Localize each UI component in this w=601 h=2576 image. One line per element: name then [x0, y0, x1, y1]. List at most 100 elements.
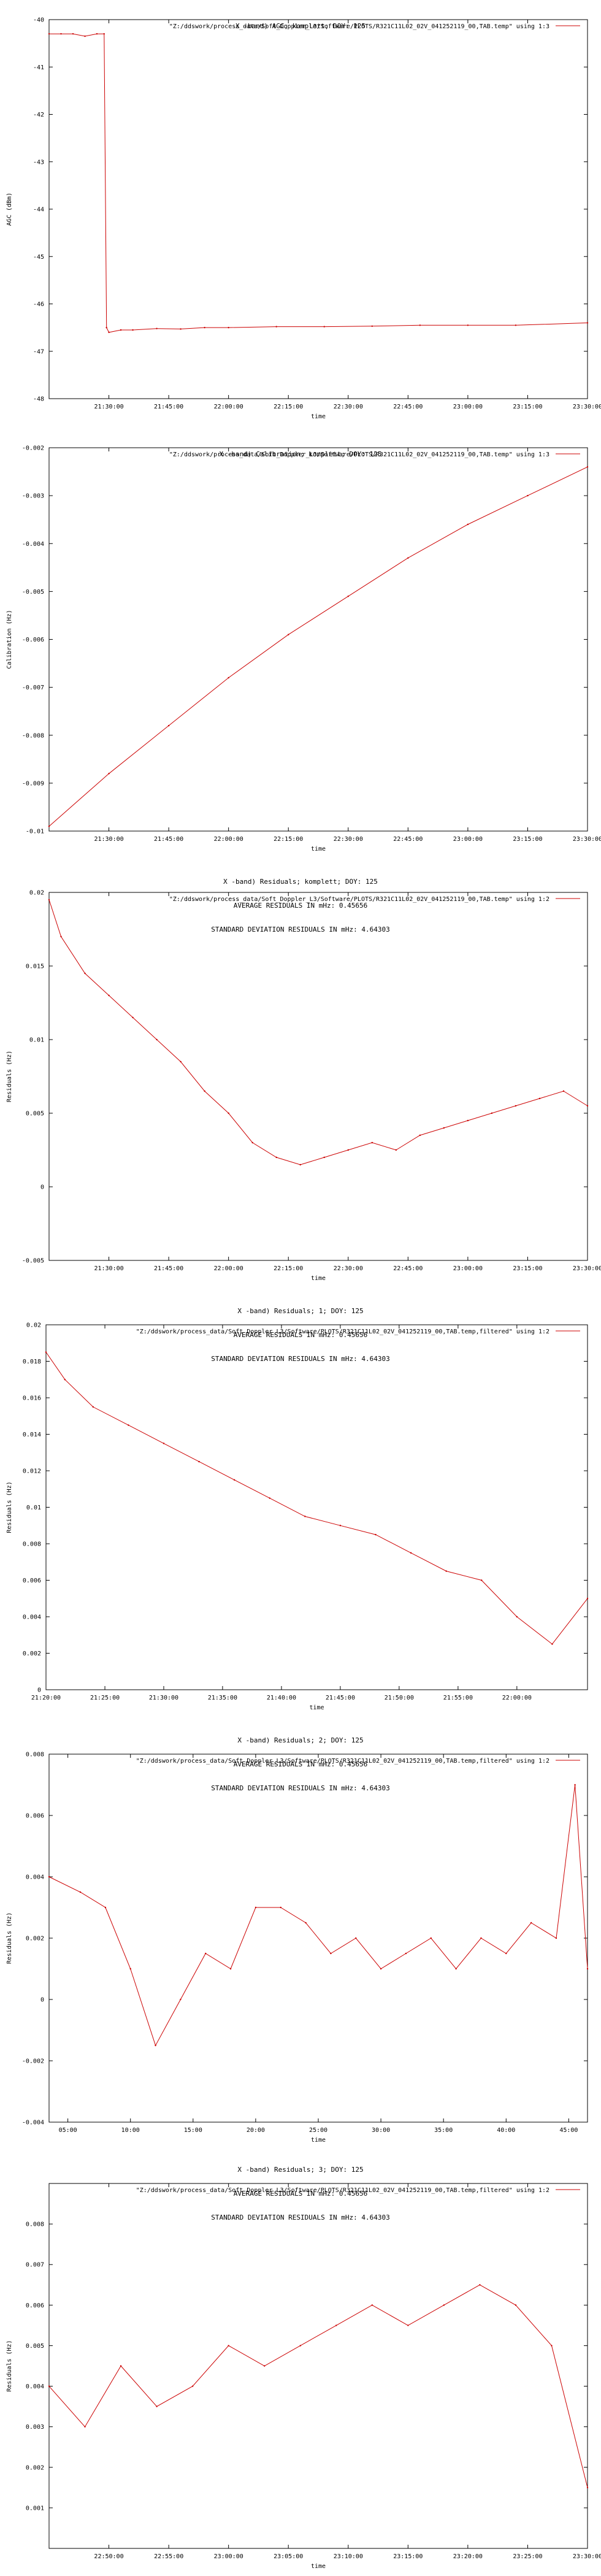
data-point — [48, 825, 50, 827]
x-tick-label: 05:00 — [59, 2127, 77, 2134]
x-tick-label: 22:45:00 — [393, 1265, 423, 1272]
chart-subtitle-std: STANDARD DEVIATION RESIDUALS IN mHz: 4.6… — [211, 1784, 390, 1792]
chart-title-line: X -band) Calibration; komplett; DOY: 125 — [219, 450, 382, 458]
data-point — [269, 1497, 270, 1499]
y-tick-label: -0.009 — [22, 780, 44, 787]
y-tick-label: 0.014 — [23, 1432, 41, 1438]
data-point — [233, 1479, 235, 1481]
y-tick-label: 0.002 — [26, 2464, 44, 2471]
series-line — [48, 2284, 588, 2488]
y-tick-label: -0.004 — [22, 2120, 44, 2126]
x-tick-label: 22:15:00 — [274, 404, 303, 410]
data-point — [60, 33, 62, 35]
x-tick-label: 23:30:00 — [573, 404, 601, 410]
data-point — [467, 523, 469, 526]
y-tick-label: -40 — [33, 17, 44, 24]
x-tick-label: 22:00:00 — [214, 404, 243, 410]
data-point — [481, 1579, 483, 1581]
data-point — [410, 1552, 412, 1554]
y-tick-label: 0.008 — [23, 1541, 41, 1548]
chart-subtitle-average: AVERAGE RESIDUALS IN mHz: 0.45656 — [233, 902, 368, 910]
data-point — [574, 1784, 576, 1786]
data-point — [371, 1141, 373, 1144]
legend-entry: "Z:/ddswork/process_data/Soft_Doppler_L3… — [169, 23, 549, 30]
y-tick-label: 0.018 — [23, 1359, 41, 1365]
data-point — [419, 324, 421, 326]
chart-title-line: X -band) Residuals; 1; DOY: 125 — [237, 1307, 364, 1315]
data-point — [275, 1156, 277, 1159]
series-line — [48, 1784, 588, 2047]
data-point — [228, 1112, 229, 1114]
data-point — [155, 2044, 156, 2047]
data-point — [380, 1968, 382, 1970]
y-tick-label: -0.005 — [22, 1258, 44, 1265]
data-point — [586, 466, 589, 468]
series-line — [49, 33, 588, 333]
data-point — [108, 773, 110, 775]
data-point — [516, 1616, 518, 1618]
data-point — [527, 494, 529, 497]
y-tick-label: 0.006 — [26, 2302, 44, 2309]
x-tick-label: 23:30:00 — [573, 2553, 601, 2560]
chart-subtitle-std: STANDARD DEVIATION RESIDUALS IN mHz: 4.6… — [211, 926, 390, 933]
x-tick-label: 21:40:00 — [267, 1695, 296, 1701]
series-line — [48, 466, 588, 827]
data-point — [84, 972, 86, 975]
chart-title-line: X -band) AGC; komplett; DOY: 125 — [235, 22, 366, 30]
chart-title-line: X -band) Residuals; 3; DOY: 125 — [237, 2166, 364, 2174]
x-axis-label: time — [311, 2563, 326, 2570]
y-tick-label: -0.004 — [22, 541, 44, 548]
x-tick-label: 23:15:00 — [393, 2553, 423, 2560]
y-tick-label: 0.004 — [26, 1874, 44, 1881]
x-tick-label: 21:50:00 — [385, 1695, 414, 1701]
x-tick-label: 22:15:00 — [274, 1265, 303, 1272]
chart-panel-residuals-1: X -band) Residuals; 1; DOY: 125 AVERAGE … — [0, 1288, 601, 1717]
data-point — [45, 1351, 47, 1353]
data-point — [375, 1533, 377, 1536]
x-tick-label: 23:15:00 — [513, 1265, 542, 1272]
x-tick-label: 23:30:00 — [573, 836, 601, 843]
data-point — [430, 1937, 432, 1939]
data-point — [205, 1952, 207, 1955]
y-tick-label: -47 — [33, 348, 44, 355]
data-point — [305, 1922, 307, 1924]
data-point — [280, 1906, 281, 1909]
data-point — [156, 328, 158, 329]
data-point — [455, 1968, 457, 1970]
y-tick-label: -43 — [33, 159, 44, 166]
data-point — [371, 2304, 373, 2306]
data-point — [128, 1424, 129, 1426]
y-tick-label: 0.002 — [23, 1650, 41, 1657]
data-point — [48, 2385, 50, 2387]
x-tick-label: 22:45:00 — [393, 404, 423, 410]
plot-frame — [48, 447, 588, 832]
chart-title: X -band) Residuals; 1; DOY: 125 AVERAGE … — [0, 1291, 601, 1379]
data-point — [443, 2304, 445, 2306]
data-point — [48, 33, 50, 35]
x-tick-label: 21:30:00 — [149, 1695, 178, 1701]
plot-frame — [48, 892, 588, 1261]
y-tick-label: -46 — [33, 301, 44, 308]
data-point — [419, 1134, 421, 1137]
data-point — [103, 33, 105, 35]
y-tick-label: 0.016 — [23, 1395, 41, 1402]
data-point — [505, 1952, 507, 1955]
data-point — [551, 2345, 553, 2347]
y-tick-label: 0.008 — [26, 1752, 44, 1758]
y-tick-label: -0.006 — [22, 637, 44, 643]
data-point — [530, 1922, 532, 1924]
data-point — [92, 1406, 94, 1408]
data-point — [323, 1156, 325, 1159]
y-tick-label: 0.003 — [26, 2424, 44, 2431]
chart-panel-residuals-3: X -band) Residuals; 3; DOY: 125 AVERAGE … — [0, 2147, 601, 2576]
y-tick-label: 0 — [37, 1687, 41, 1694]
y-tick-label: 0.004 — [26, 2383, 44, 2390]
x-tick-label: 23:20:00 — [453, 2553, 483, 2560]
chart-panel-agc: X -band) AGC; komplett; DOY: 125 -48 -47-… — [0, 0, 601, 429]
x-tick-label: 21:20:00 — [31, 1695, 61, 1701]
x-tick-label: 21:45:00 — [154, 1265, 183, 1272]
y-tick-label: -0.007 — [22, 684, 44, 691]
chart-svg: -0.004 -0.002 0 0.002 0.004 0.006 0.008 05:00 10… — [6, 1752, 589, 2144]
x-tick-label: 30:00 — [372, 2127, 390, 2134]
y-tick-label: 0.006 — [23, 1577, 41, 1584]
